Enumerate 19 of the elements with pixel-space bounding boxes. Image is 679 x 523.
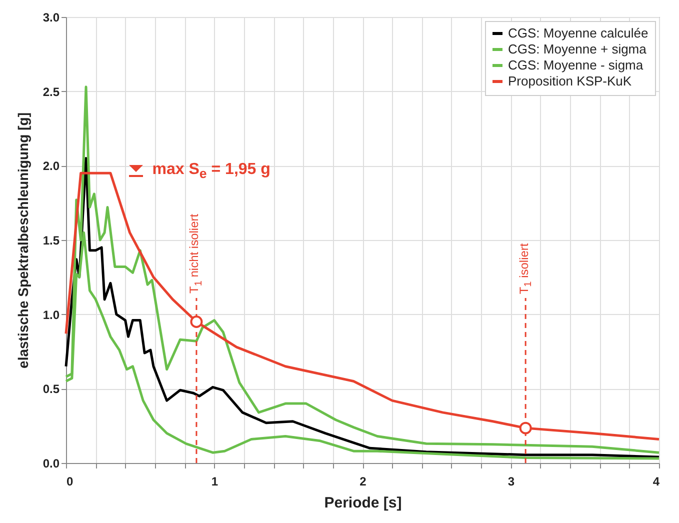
y-tick-label: 0.0 [42, 456, 60, 470]
y-axis-title: elastische Spektralbeschleunigung [g] [14, 112, 31, 368]
y-tick-label: 0.5 [42, 382, 60, 396]
legend-label: CGS: Moyenne - sigma [508, 58, 644, 72]
x-tick-label: 2 [360, 474, 367, 488]
y-tick-label: 3.0 [42, 10, 60, 24]
x-tick-label: 0 [66, 474, 74, 488]
annotation: max S$_{e}$ = 1,95 g [152, 160, 270, 182]
y-tick-label: 1.5 [42, 234, 60, 248]
x-tick-label: 4 [652, 474, 660, 488]
legend-label: CGS: Moyenne calculée [508, 26, 648, 40]
legend-label: CGS: Moyenne + sigma [508, 42, 648, 56]
x-axis-title: Periode [s] [324, 494, 402, 512]
y-tick-label: 2.5 [42, 84, 60, 99]
y-tick-label: 1.0 [42, 308, 60, 322]
x-tick-label: 1 [211, 474, 218, 488]
x-tick-label: 3 [508, 474, 515, 488]
y-tick-label: 2.0 [42, 159, 60, 174]
legend-label: Proposition KSP-KuK [508, 74, 632, 88]
